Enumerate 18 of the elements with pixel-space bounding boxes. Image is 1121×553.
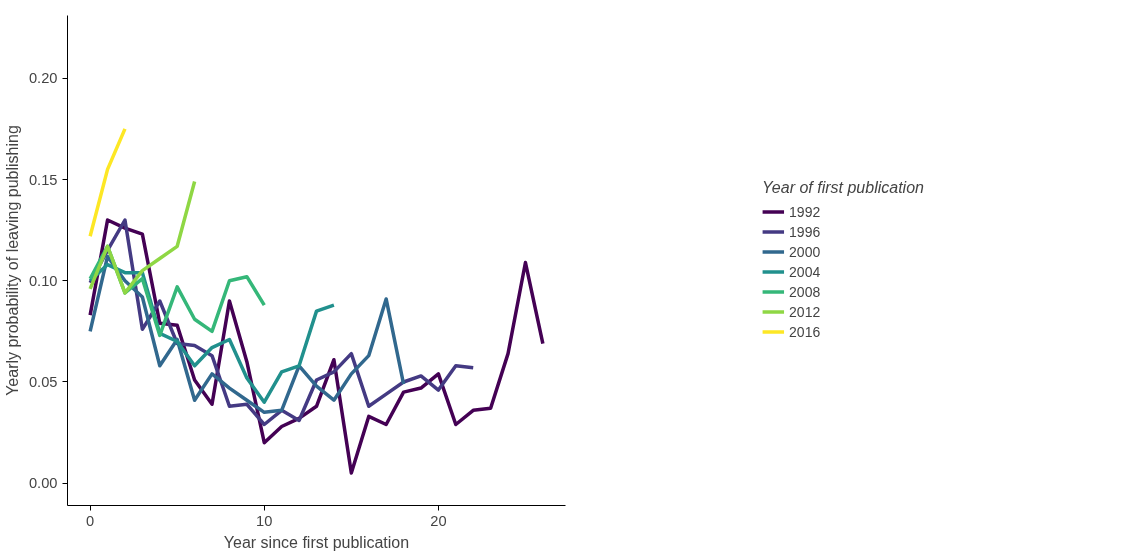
x-tick-label: 10 [256,512,273,529]
legend-label: 2016 [789,323,821,340]
y-tick-label: 0.10 [28,272,58,289]
legend-label: 2008 [789,283,821,300]
legend-label: 2004 [789,263,821,280]
legend-label: 2012 [789,303,821,320]
x-axis-title: Year since first publication [223,533,410,551]
y-axis-title: Yearly probability of leaving publishing [3,125,21,396]
legend-label: 1992 [789,203,821,220]
y-tick-label: 0.20 [28,70,58,87]
y-tick-label: 0.00 [28,475,58,492]
x-tick-label: 0 [86,512,95,529]
y-tick-label: 0.15 [28,171,58,188]
y-tick-label: 0.05 [28,373,58,390]
legend-label: 2000 [789,243,821,260]
x-tick-label: 20 [430,512,447,529]
legend-label: 1996 [789,223,821,240]
legend-title: Year of first publication [762,178,924,197]
